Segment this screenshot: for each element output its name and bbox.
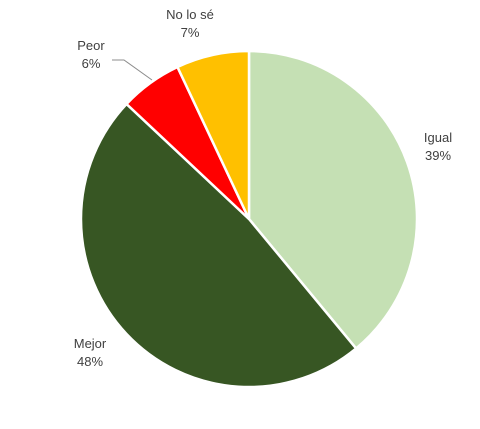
data-labels: Igual 39% Mejor 48% Peor 6% No lo sé 7% (74, 7, 452, 369)
pie-slice-mejor (79, 102, 358, 389)
leader-lines (112, 59, 153, 81)
slice-category-label: Igual (424, 130, 452, 145)
slice-percentage-label: 48% (77, 354, 103, 369)
slice-category-label: Mejor (74, 336, 107, 351)
slice-category-label: No lo sé (166, 7, 214, 22)
slice-percentage-label: 39% (425, 148, 451, 163)
slice-percentage-label: 6% (82, 56, 101, 71)
data-label-peor: Peor 6% (77, 38, 105, 71)
data-label-no-lo-se: No lo sé 7% (166, 7, 214, 40)
pie-slice-igual (247, 49, 419, 350)
data-label-mejor: Mejor 48% (74, 336, 107, 369)
slice-category-label: Peor (77, 38, 105, 53)
leader-line-peor (112, 59, 153, 81)
slice-percentage-label: 7% (181, 25, 200, 40)
pie-slice-no-lo-se (176, 49, 251, 221)
data-label-igual: Igual 39% (424, 130, 452, 163)
pie-slices (79, 49, 419, 389)
